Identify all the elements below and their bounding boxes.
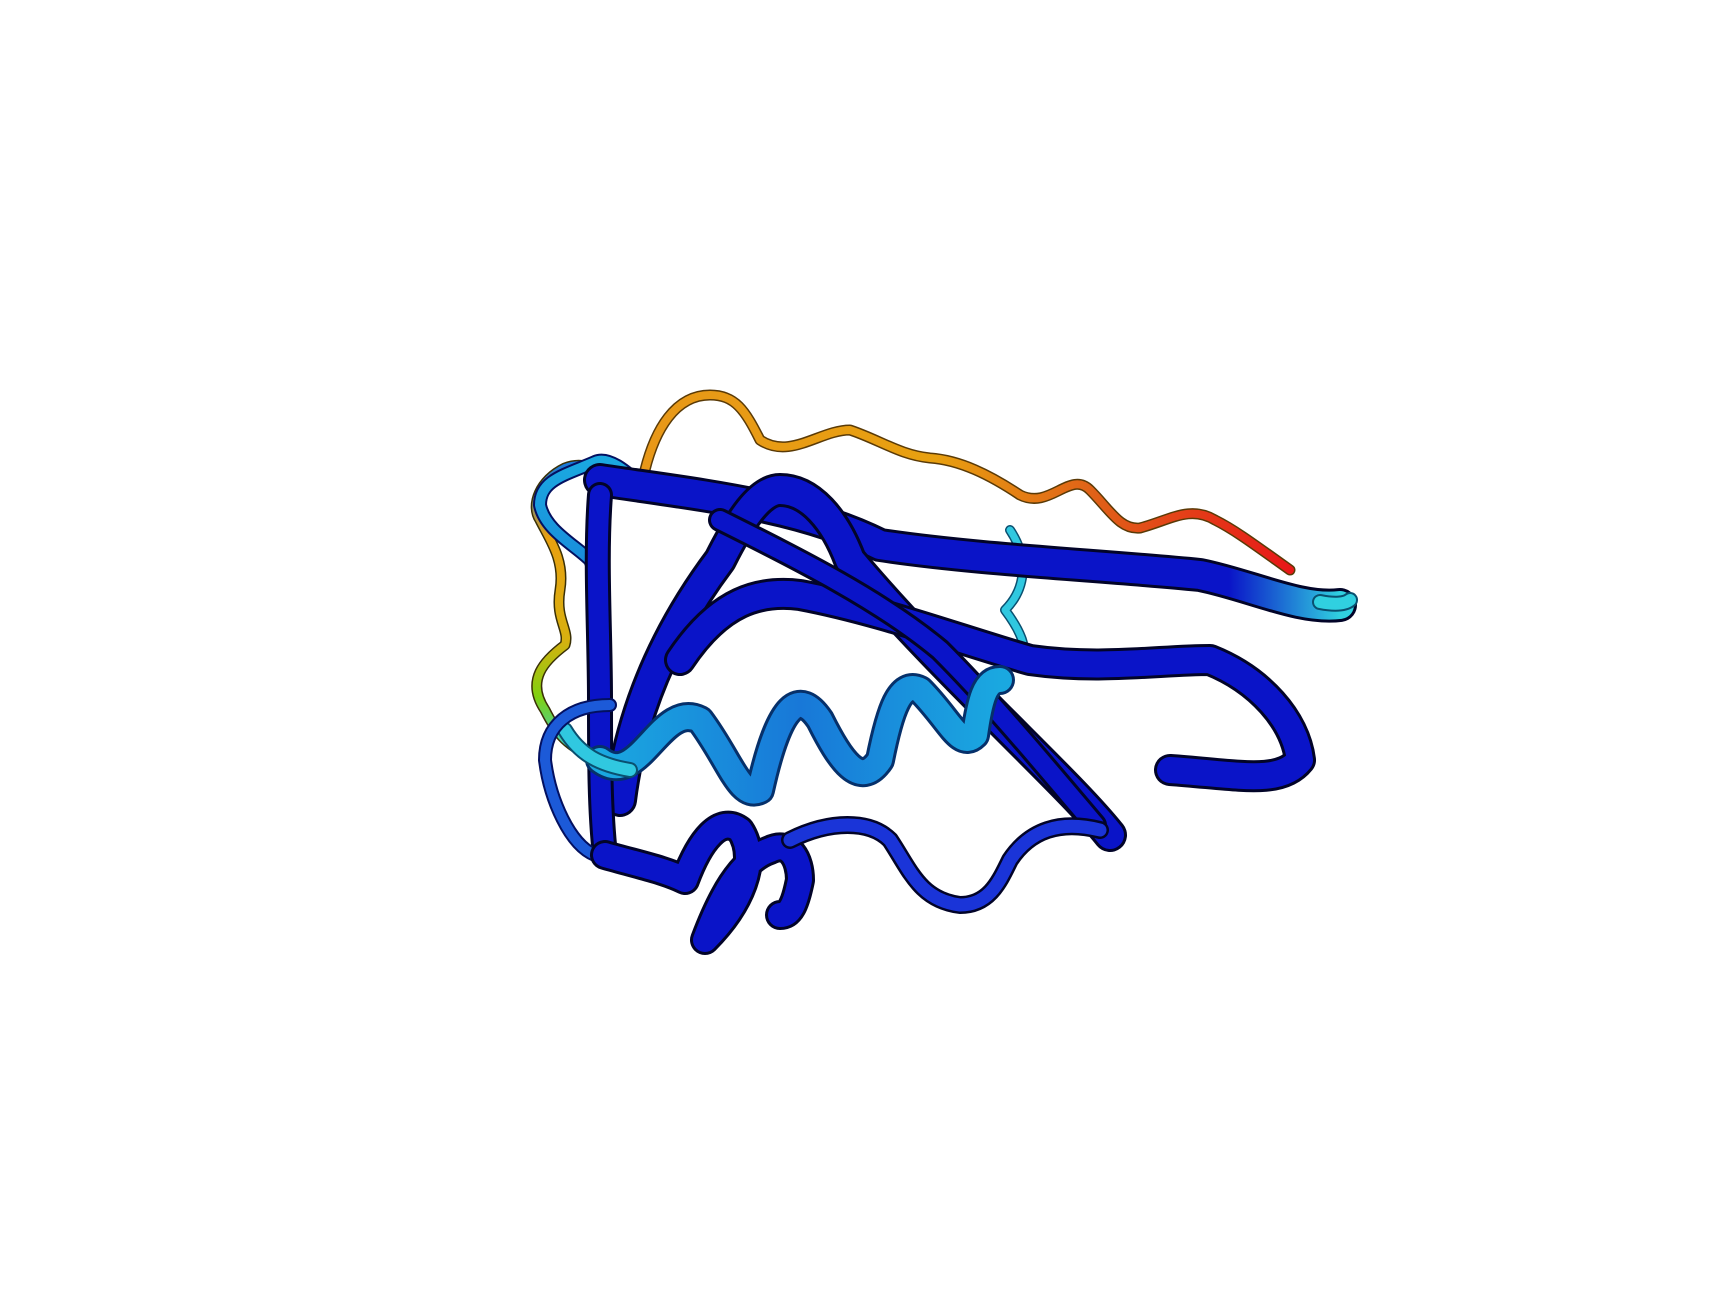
beta-strand-1 xyxy=(583,463,1357,623)
lower-left-loop xyxy=(538,698,617,862)
alpha-helix-2 xyxy=(590,810,815,955)
strand-terminus-tip xyxy=(1312,592,1358,612)
beta-strand-5 xyxy=(708,508,1107,837)
beta-strand-4 xyxy=(584,482,618,868)
alpha-helix-1 xyxy=(585,665,1015,807)
c-terminal-loop xyxy=(639,389,1296,576)
beta-strand-3 xyxy=(664,577,1316,793)
bottom-loop xyxy=(781,816,1109,914)
cyan-bend xyxy=(557,722,638,778)
